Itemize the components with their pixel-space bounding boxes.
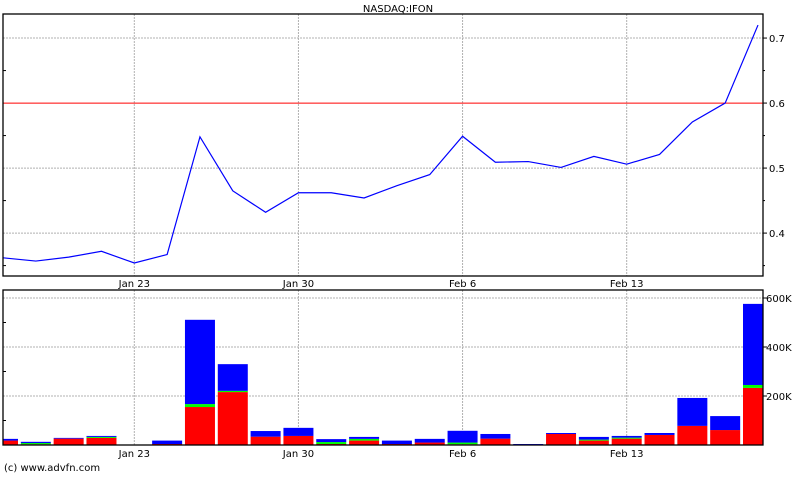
volume-x-tick-label: Jan 30	[282, 449, 314, 460]
volume-bar-segment	[152, 441, 182, 444]
volume-bar-segment	[86, 437, 116, 438]
volume-y-tick-label: 600K	[766, 294, 792, 305]
volume-bar-segment	[677, 426, 707, 445]
volume-bar-segment	[21, 442, 51, 443]
volume-bar-segment	[645, 433, 675, 435]
price-line	[3, 25, 758, 263]
volume-bar-segment	[316, 442, 346, 444]
volume-bar-segment	[612, 438, 642, 439]
volume-bar-segment	[283, 436, 313, 445]
volume-bar-segment	[185, 320, 215, 404]
volume-bar-segment	[480, 439, 510, 445]
volume-bar-segment	[612, 436, 642, 438]
price-y-tick-label: 0.5	[769, 164, 785, 175]
volume-bar-segment	[218, 392, 248, 445]
price-frame	[3, 14, 763, 276]
price-panel: Jan 23 Jan 30 Feb 6 Feb 13 0.7 0.6 0.5 0.4	[3, 14, 785, 290]
volume-bar-segment	[448, 431, 478, 443]
volume-x-tick-label: Feb 6	[449, 449, 476, 460]
volume-panel: Jan 23 Jan 30 Feb 6 Feb 13 600K 400K 200K	[3, 290, 792, 460]
price-x-tick-label: Feb 13	[610, 279, 644, 290]
volume-bar-segment	[251, 431, 281, 437]
volume-bar-segment	[54, 438, 84, 439]
volume-x-tick-label: Jan 23	[118, 449, 150, 460]
volume-bar-segment	[349, 439, 379, 441]
price-x-tick-label: Jan 23	[118, 279, 150, 290]
volume-bar-segment	[743, 304, 763, 385]
volume-bar-segment	[3, 439, 18, 441]
volume-bar-segment	[710, 430, 740, 445]
volume-bar-segment	[21, 443, 51, 444]
volume-bar-segment	[579, 441, 609, 445]
volume-bar-segment	[3, 441, 18, 445]
volume-bar-segment	[218, 364, 248, 391]
price-x-tick-label: Feb 6	[449, 279, 476, 290]
volume-y-tick-label: 200K	[766, 392, 792, 403]
price-y-tick-label: 0.7	[769, 34, 785, 45]
volume-bar-segment	[349, 437, 379, 439]
volume-bar-segment	[86, 436, 116, 437]
volume-bar-segment	[349, 441, 379, 445]
volume-frame	[3, 290, 763, 445]
volume-y-tick-label: 400K	[766, 343, 792, 354]
volume-bar-segment	[546, 433, 576, 434]
volume-bar-segment	[185, 404, 215, 407]
price-y-tick-label: 0.4	[769, 229, 785, 240]
volume-bar-segment	[743, 385, 763, 388]
volume-bar-segment	[612, 439, 642, 445]
volume-bar-segment	[645, 435, 675, 445]
volume-bar-segment	[54, 439, 84, 445]
volume-bar-segment	[579, 437, 609, 440]
price-x-tick-label: Jan 30	[282, 279, 314, 290]
volume-bar-segment	[218, 391, 248, 392]
volume-bar-segment	[677, 398, 707, 426]
volume-bar-segment	[316, 439, 346, 442]
volume-bar-segment	[382, 441, 412, 444]
volume-bar-segment	[480, 434, 510, 439]
volume-bar-segment	[283, 428, 313, 436]
volume-bar-segment	[86, 438, 116, 445]
volume-bar-segment	[710, 416, 740, 430]
volume-bar-segment	[185, 407, 215, 445]
volume-bar-segment	[448, 443, 478, 445]
volume-bar-segment	[743, 388, 763, 445]
price-y-tick-label: 0.6	[769, 99, 785, 110]
volume-x-tick-label: Feb 13	[610, 449, 644, 460]
volume-bar-segment	[415, 439, 445, 443]
volume-bar-segment	[579, 440, 609, 441]
volume-bar-segment	[251, 437, 281, 445]
copyright: (c) www.advfn.com	[4, 463, 100, 474]
volume-bar-segment	[546, 434, 576, 445]
